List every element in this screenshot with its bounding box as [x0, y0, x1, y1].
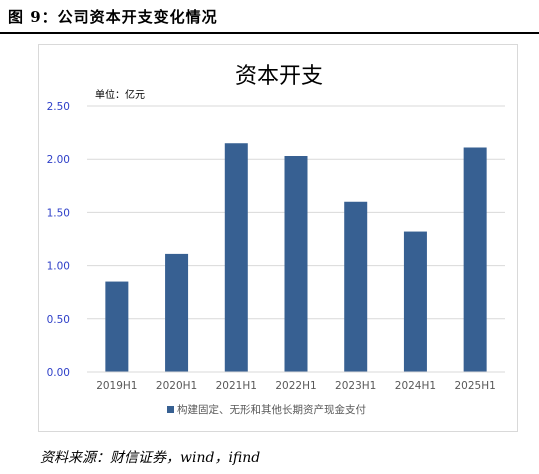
- figure-title: 图 9：公司资本开支变化情况: [8, 8, 218, 26]
- y-tick-label: 2.50: [47, 101, 70, 113]
- x-tick-label: 2023H1: [335, 380, 376, 392]
- legend-swatch: [167, 406, 174, 413]
- legend: 构建固定、无形和其他长期资产现金支付: [167, 403, 366, 416]
- y-axis-ticks: 0.00 0.50 1.00 1.50 2.00 2.50: [47, 101, 70, 379]
- x-tick-label: 2019H1: [96, 380, 137, 392]
- bar-chart: 资本开支 单位：亿元 0.00 0.50 1.00 1.50 2.00 2.50 2019…: [47, 64, 505, 416]
- bar: [344, 201, 368, 372]
- y-tick-label: 2.00: [47, 154, 70, 166]
- x-tick-label: 2022H1: [275, 380, 316, 392]
- title-rule: [0, 32, 539, 34]
- bar: [105, 281, 129, 372]
- x-tick-label: 2025H1: [454, 380, 495, 392]
- chart-title: 资本开支: [235, 64, 323, 89]
- bar-series: [105, 143, 487, 372]
- chart-container: 资本开支 单位：亿元 0.00 0.50 1.00 1.50 2.00 2.50 2019…: [38, 44, 518, 432]
- bar: [403, 231, 427, 372]
- bar: [224, 143, 248, 372]
- bar: [165, 253, 189, 372]
- x-tick-label: 2024H1: [395, 380, 436, 392]
- y-tick-label: 1.50: [47, 207, 70, 219]
- y-tick-label: 0.50: [47, 314, 70, 326]
- legend-label: 构建固定、无形和其他长期资产现金支付: [177, 403, 366, 416]
- source-note: 资料来源：财信证券，wind，ifind: [40, 450, 261, 466]
- x-tick-label: 2020H1: [156, 380, 197, 392]
- x-axis-ticks: 2019H1 2020H1 2021H1 2022H1 2023H1 2024H1 2025…: [96, 380, 496, 392]
- x-tick-label: 2021H1: [216, 380, 257, 392]
- bar: [284, 156, 308, 372]
- y-tick-label: 0.00: [47, 367, 70, 379]
- y-tick-label: 1.00: [47, 261, 70, 273]
- unit-label: 单位：亿元: [95, 88, 145, 101]
- bar: [463, 147, 487, 372]
